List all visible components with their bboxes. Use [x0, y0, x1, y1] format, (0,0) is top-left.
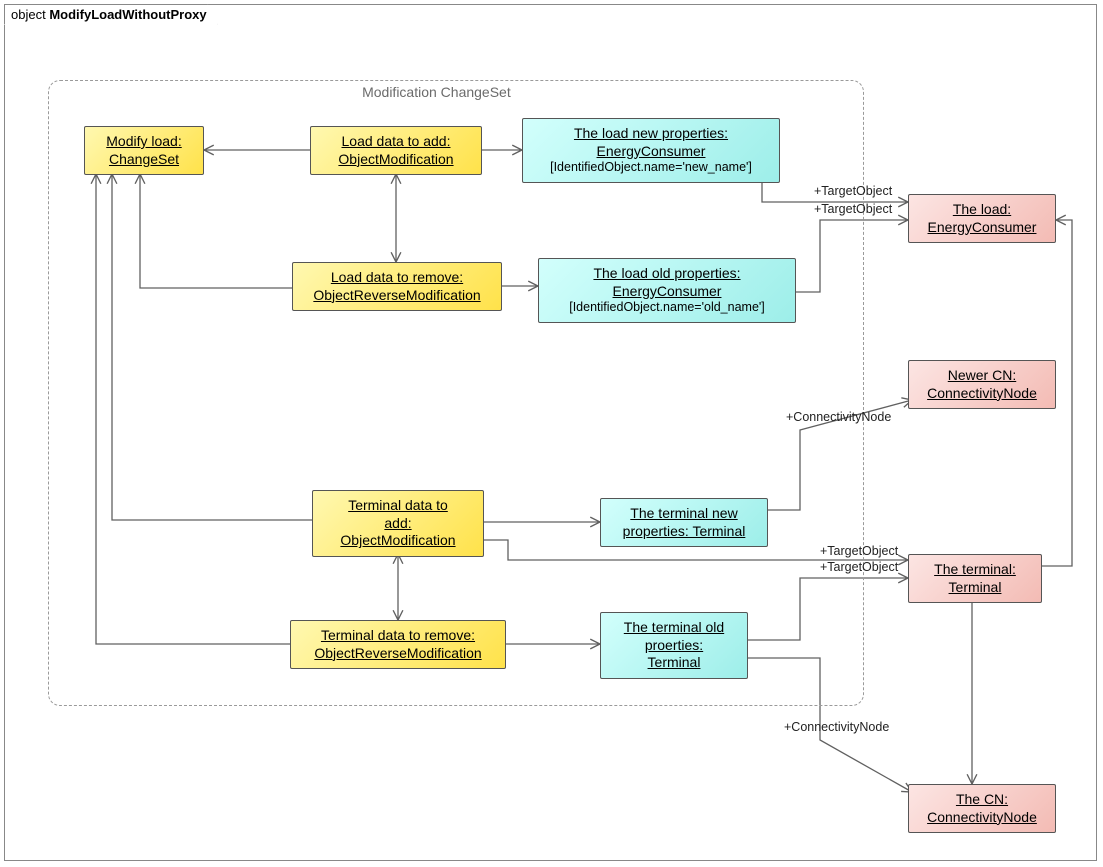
node-load-new-properties: The load new properties:EnergyConsumer[I…: [522, 118, 780, 183]
node-load-data-to-remove: Load data to remove:ObjectReverseModific…: [292, 262, 502, 311]
edge-label-load_new_to_load: +TargetObject: [814, 184, 892, 198]
node-terminal-data-to-remove: Terminal data to remove:ObjectReverseMod…: [290, 620, 506, 669]
node-modify-load-changeset: Modify load:ChangeSet: [84, 126, 204, 175]
title-name: ModifyLoadWithoutProxy: [49, 7, 206, 22]
node-terminal-data-to-add: Terminal data toadd:ObjectModification: [312, 490, 484, 557]
node-the-terminal: The terminal:Terminal: [908, 554, 1042, 603]
node-load-data-to-add: Load data to add:ObjectModification: [310, 126, 482, 175]
node-the-load: The load:EnergyConsumer: [908, 194, 1056, 243]
node-terminal-old-properties: The terminal oldproerties:Terminal: [600, 612, 748, 679]
node-load-old-properties: The load old properties:EnergyConsumer[I…: [538, 258, 796, 323]
title-prefix: object: [11, 7, 49, 22]
node-terminal-new-properties: The terminal newproperties: Terminal: [600, 498, 768, 547]
node-the-cn: The CN:ConnectivityNode: [908, 784, 1056, 833]
group-label: Modification ChangeSet: [358, 84, 515, 100]
edge-label-term_new_to_term: +TargetObject: [820, 544, 898, 558]
edge-label-load_old_to_load: +TargetObject: [814, 202, 892, 216]
node-newer-cn: Newer CN:ConnectivityNode: [908, 360, 1056, 409]
edge-label-term_old_to_term: +TargetObject: [820, 560, 898, 574]
diagram-canvas: object ModifyLoadWithoutProxy Modificati…: [0, 0, 1103, 867]
edge-label-term_old_to_cn: +ConnectivityNode: [784, 720, 889, 734]
edge-label-term_new_to_newer: +ConnectivityNode: [786, 410, 891, 424]
diagram-title-tab: object ModifyLoadWithoutProxy: [4, 4, 218, 25]
